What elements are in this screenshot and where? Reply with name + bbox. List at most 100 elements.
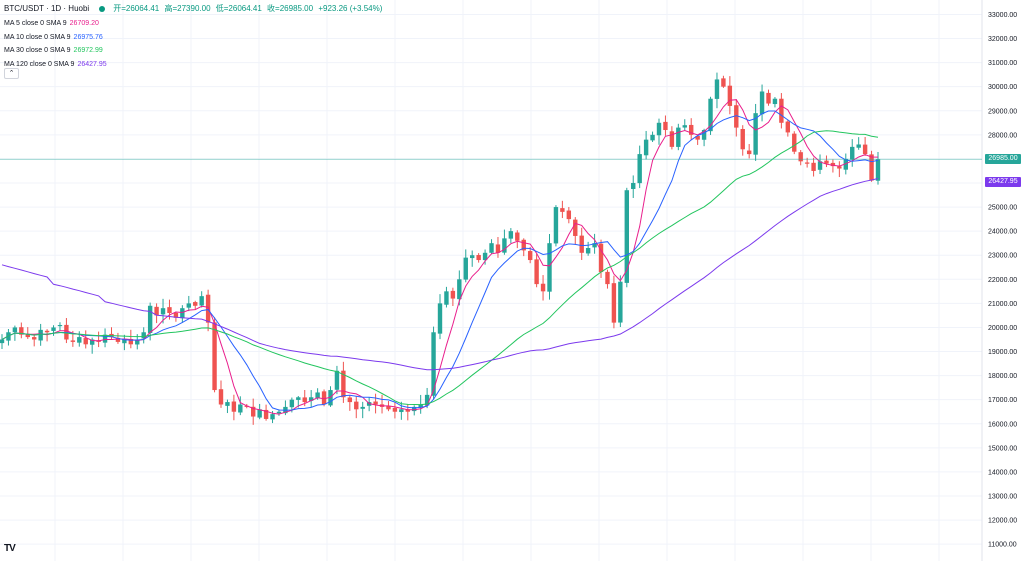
candle-body [824, 160, 829, 164]
candle-body [682, 125, 687, 128]
y-tick-label: 22000.00 [988, 277, 1017, 284]
y-tick-label: 19000.00 [988, 349, 1017, 356]
candle-body [547, 243, 552, 292]
candle-body [225, 402, 230, 406]
candle-body [727, 85, 733, 106]
candle-body [251, 406, 256, 417]
candle-body [766, 92, 771, 104]
y-tick-label: 18000.00 [988, 373, 1017, 380]
ma10-line [1, 110, 879, 411]
candle-body [457, 279, 462, 300]
candle-body [470, 255, 475, 259]
candle-body [592, 243, 597, 248]
candle-body [19, 327, 24, 335]
candle-body [482, 252, 488, 261]
candle-body [534, 259, 539, 285]
y-tick-label: 13000.00 [988, 493, 1017, 500]
candle-body [167, 307, 172, 314]
y-tick-label: 17000.00 [988, 397, 1017, 404]
collapse-legend-button[interactable]: ⌃ [4, 68, 19, 79]
candle-body [289, 399, 295, 408]
indicator-ma120[interactable]: MA 120 close 0 SMA 9 26427.95 [4, 58, 107, 72]
candle-body [334, 370, 340, 390]
candle-body [212, 322, 217, 391]
candle-body [437, 303, 443, 334]
candle-body [785, 121, 791, 133]
y-tick-label: 33000.00 [988, 12, 1017, 19]
candle-body [495, 244, 501, 253]
candle-body [321, 391, 327, 405]
candle-body [502, 238, 507, 253]
candle-body [173, 312, 179, 318]
indicator-ma5[interactable]: MA 5 close 0 SMA 9 26709.20 [4, 17, 107, 31]
candle-body [341, 370, 346, 398]
candle-body [128, 339, 134, 345]
candle-body [186, 303, 191, 308]
y-tick-label: 20000.00 [988, 325, 1017, 332]
low-value: 低=26064.41 [215, 4, 262, 13]
indicator-label: MA 5 close 0 SMA 9 [4, 20, 67, 27]
candle-body [476, 255, 481, 261]
candle-body [759, 91, 765, 115]
high-value: 高=27390.00 [164, 4, 211, 13]
candle-body [231, 401, 237, 412]
candle-body [77, 337, 82, 343]
candle-body [135, 339, 140, 345]
candle-body [115, 337, 121, 342]
y-tick-label: 15000.00 [988, 445, 1017, 452]
candle-body [354, 401, 359, 410]
candle-body [51, 327, 56, 331]
candle-body [856, 144, 861, 148]
candle-body [386, 405, 391, 410]
candle-body [315, 392, 320, 398]
candle-body [811, 162, 816, 171]
candle-body [573, 219, 578, 236]
candle-body [263, 409, 269, 419]
candle-body [218, 389, 224, 405]
candle-body [663, 121, 668, 131]
indicator-ma30[interactable]: MA 30 close 0 SMA 9 26972.99 [4, 44, 107, 58]
candle-body [57, 325, 63, 327]
candle-body [701, 130, 707, 140]
chevron-up-icon: ⌃ [8, 70, 15, 77]
candle-body [405, 409, 410, 412]
candle-body [527, 251, 533, 261]
candle-body [875, 159, 881, 181]
candle-body [585, 247, 591, 254]
candle-body [772, 98, 778, 105]
candle-body [38, 329, 43, 341]
symbol-title[interactable]: BTC/USDT · 1D · Huobi [4, 4, 90, 13]
candle-body [276, 411, 282, 414]
candle-body [193, 302, 198, 306]
candle-body [560, 208, 565, 212]
candle-body [540, 283, 546, 292]
candle-body [141, 332, 146, 339]
candle-body [154, 306, 159, 316]
ma5-line [1, 99, 879, 415]
candle-body [508, 231, 514, 239]
candle-body [676, 127, 681, 147]
candle-body [32, 337, 37, 340]
candle-body [444, 291, 449, 305]
y-tick-label: 14000.00 [988, 469, 1017, 476]
candle-body [205, 294, 211, 323]
candle-body [147, 305, 153, 333]
candle-body [708, 98, 713, 132]
candle-body [431, 332, 436, 396]
candle-body [656, 122, 662, 136]
market-status-dot-icon [99, 5, 106, 12]
y-tick-label: 16000.00 [988, 421, 1017, 428]
y-tick-label: 31000.00 [988, 60, 1017, 67]
indicator-value: 26427.95 [77, 60, 107, 68]
candle-body [392, 407, 398, 412]
candle-body [122, 339, 127, 344]
indicator-value: 26709.20 [69, 20, 99, 27]
candle-body [0, 339, 5, 344]
candle-body [347, 397, 353, 403]
candle-body [695, 136, 700, 140]
ohlc-readout: 开=26064.41 高=27390.00 低=26064.41 收=26985… [113, 3, 385, 14]
indicator-value: 26975.76 [73, 33, 103, 41]
indicator-ma10[interactable]: MA 10 close 0 SMA 9 26975.76 [4, 31, 107, 45]
indicator-label: MA 10 close 0 SMA 9 [4, 33, 71, 41]
